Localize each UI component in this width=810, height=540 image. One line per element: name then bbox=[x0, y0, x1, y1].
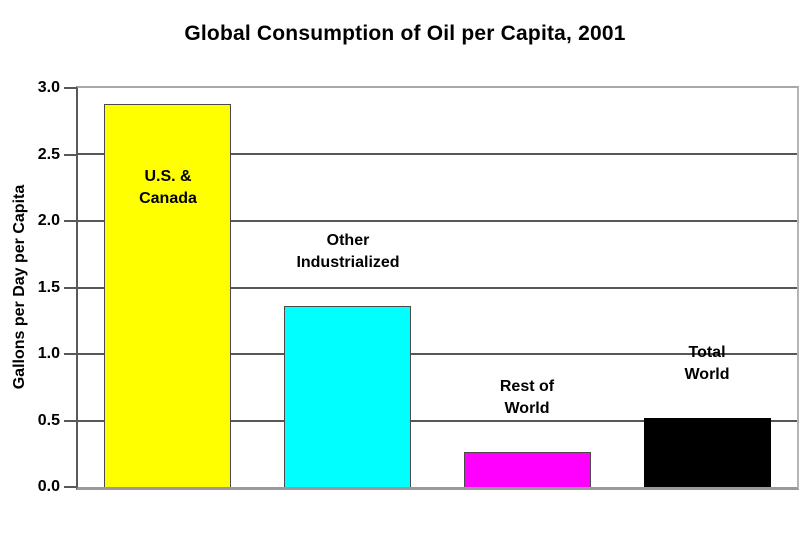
gridline bbox=[78, 420, 797, 422]
bar-total-world bbox=[644, 418, 771, 487]
y-tick-label: 1.0 bbox=[37, 345, 60, 362]
plot-area: U.S. & Canada Other Industrialized Rest of… bbox=[76, 86, 799, 490]
bar-other-industrialized bbox=[284, 306, 411, 487]
y-tick-mark bbox=[64, 420, 78, 422]
y-tick-label: 0.0 bbox=[37, 478, 60, 495]
y-tick-mark bbox=[64, 353, 78, 355]
gridline bbox=[78, 287, 797, 289]
y-tick-mark bbox=[64, 486, 78, 488]
bar-label: Total World bbox=[684, 344, 730, 383]
y-tick-mark bbox=[64, 87, 78, 89]
y-tick-label: 0.5 bbox=[37, 412, 60, 429]
y-tick-label: 1.5 bbox=[37, 279, 60, 296]
chart-title: Global Consumption of Oil per Capita, 20… bbox=[184, 22, 626, 45]
y-tick-mark bbox=[64, 154, 78, 156]
y-tick-mark bbox=[64, 287, 78, 289]
bar-label: U.S. & Canada bbox=[139, 168, 197, 207]
bar-label: Rest of World bbox=[499, 378, 555, 417]
y-tick-label: 2.0 bbox=[37, 212, 60, 229]
gridline bbox=[78, 353, 797, 355]
gridline bbox=[78, 220, 797, 222]
gridline bbox=[78, 153, 797, 155]
bar-label: Other Industrialized bbox=[296, 232, 400, 271]
y-tick-mark bbox=[64, 220, 78, 222]
y-tick-label: 2.5 bbox=[37, 146, 60, 163]
bar-u-s-canada bbox=[104, 104, 231, 487]
bar-rest-of-world bbox=[464, 452, 591, 487]
y-tick-label: 3.0 bbox=[37, 79, 60, 96]
